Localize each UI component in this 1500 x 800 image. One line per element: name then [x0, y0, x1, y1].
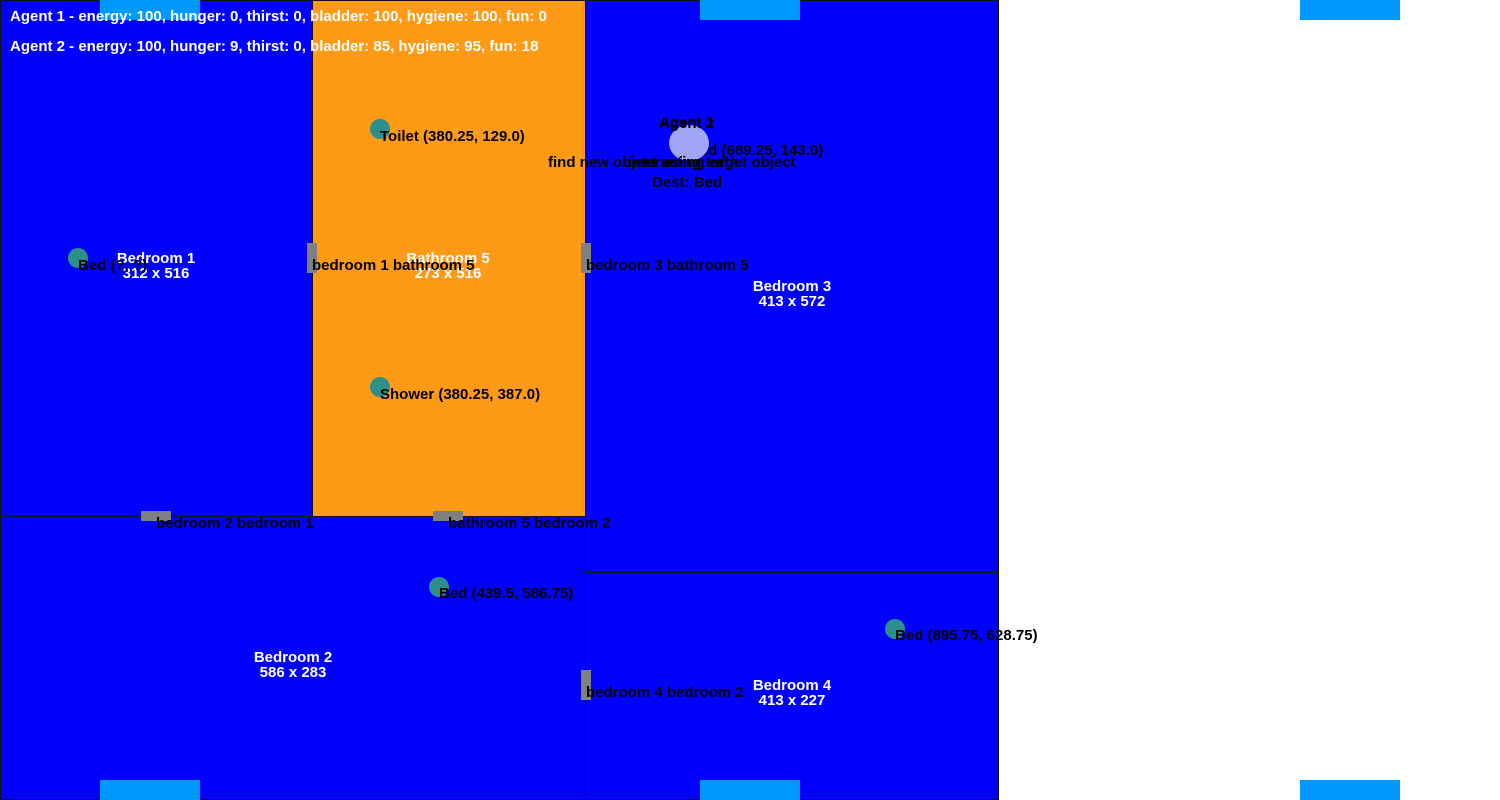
door-label: bedroom 3 bathroom 5 — [586, 257, 749, 274]
agent-2-name: Agent 2 — [659, 115, 715, 132]
room-label-bedroom-4: Bedroom 4 413 x 227 — [753, 678, 831, 708]
door-label: bathroom 5 bedroom 2 — [448, 515, 611, 532]
object-label: Bed (?, ?) — [78, 257, 148, 274]
agent-1-status: find new object using target object — [548, 154, 796, 171]
object-label: Bed (689.25, 143.0) — [689, 142, 824, 159]
toilet-object[interactable] — [370, 119, 390, 139]
shower-object[interactable] — [370, 377, 390, 397]
room-label-bedroom-2: Bedroom 2 586 x 283 — [254, 650, 332, 680]
bed-object[interactable] — [429, 577, 449, 597]
door-bedroom1-bathroom5[interactable] — [307, 243, 317, 273]
window — [100, 780, 200, 800]
agent-2-status: interacting with — [628, 154, 739, 171]
window — [1300, 780, 1400, 800]
room-name: Bedroom 2 — [253, 649, 333, 666]
object-label: Bed (895.75, 628.75) — [895, 627, 1038, 644]
room-bedroom-1 — [0, 0, 313, 517]
room-size: 586 x 283 — [259, 664, 327, 681]
room-size: 273 x 516 — [414, 265, 482, 282]
door-bedroom4-bedroom2[interactable] — [581, 670, 591, 700]
room-name: Bathroom 5 — [406, 250, 490, 267]
door-label: bedroom 2 bedroom 1 — [156, 515, 314, 532]
agent-2-avatar[interactable] — [669, 125, 709, 161]
window — [700, 0, 800, 20]
bed-object[interactable] — [68, 248, 88, 268]
agent-1-destination: Dest: Bed — [652, 174, 723, 191]
room-label-bedroom-1: Bedroom 1 312 x 516 — [117, 251, 195, 281]
room-size: 312 x 516 — [122, 265, 190, 282]
object-label: Toilet (380.25, 129.0) — [380, 128, 525, 145]
object-label: Bed (439.5, 586.75) — [439, 585, 574, 602]
bed-object[interactable] — [885, 619, 905, 639]
room-bedroom-2 — [0, 516, 586, 800]
room-label-bathroom-5: Bathroom 5 273 x 516 — [406, 251, 489, 281]
room-bedroom-4 — [585, 572, 999, 800]
door-label: bedroom 4 bedroom 2 — [586, 684, 744, 701]
room-size: 413 x 572 — [758, 293, 826, 310]
agent-2-status-bar: Agent 2 - energy: 100, hunger: 9, thirst… — [10, 38, 539, 55]
window — [700, 780, 800, 800]
room-bathroom-5 — [312, 0, 586, 517]
agent-1-status-bar: Agent 1 - energy: 100, hunger: 0, thirst… — [10, 8, 547, 25]
door-bedroom2-bedroom1[interactable] — [141, 511, 171, 521]
room-name: Bedroom 3 — [752, 278, 832, 295]
window — [100, 0, 200, 20]
room-label-bedroom-3: Bedroom 3 413 x 572 — [753, 279, 831, 309]
door-bathroom5-bedroom2[interactable] — [433, 511, 463, 521]
room-name: Bedroom 1 — [116, 250, 196, 267]
door-bedroom3-bathroom5[interactable] — [581, 243, 591, 273]
agent-1-name: Agent 1 — [659, 114, 715, 131]
object-label: Shower (380.25, 387.0) — [380, 386, 541, 403]
room-name: Bedroom 4 — [752, 677, 832, 694]
room-size: 413 x 227 — [758, 692, 826, 709]
window — [1300, 0, 1400, 20]
door-label: bedroom 1 bathroom 5 — [312, 257, 475, 274]
